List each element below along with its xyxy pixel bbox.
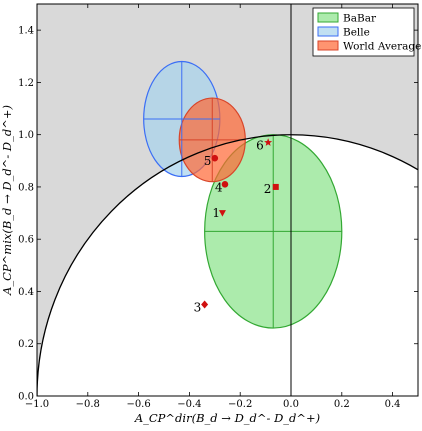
shaded-region-outside-circle — [37, 4, 418, 396]
point-label-4: 4 — [215, 180, 223, 194]
point-1: 1 — [212, 206, 226, 220]
legend-swatch — [317, 40, 339, 51]
point-label-5: 5 — [204, 154, 212, 168]
legend-label: BaBar — [343, 13, 377, 25]
point-4: 4 — [215, 180, 229, 194]
legend-swatch — [317, 26, 339, 37]
y-tick-label: 0.4 — [18, 287, 34, 298]
legend-item-babar: BaBar — [317, 12, 377, 25]
point-label-2: 2 — [264, 182, 272, 196]
legend-item-belle: Belle — [317, 26, 370, 39]
x-tick-label: 0.0 — [283, 399, 299, 410]
y-tick-label: 0.8 — [18, 182, 34, 193]
marker-square — [272, 183, 279, 190]
legend-swatch — [317, 12, 339, 23]
legend-label: Belle — [343, 27, 370, 39]
y-tick-label: 1.4 — [18, 26, 34, 37]
x-tick-label: 0.2 — [334, 399, 350, 410]
x-tick-label: −0.8 — [76, 399, 100, 410]
point-6: 6 — [256, 138, 273, 153]
y-tick-label: 0.0 — [18, 392, 34, 403]
point-2: 2 — [264, 182, 279, 196]
plot-frame — [36, 3, 419, 397]
point-label-3: 3 — [194, 301, 202, 315]
marker-triangle — [218, 210, 226, 217]
y-axis-label: A_CP^mix(B_d → D_d^- D_d^+) — [0, 105, 14, 296]
y-tick-label: 1.2 — [18, 78, 34, 89]
y-tick-label: 0.2 — [18, 339, 34, 350]
legend-label: World Average — [343, 41, 421, 53]
y-tick-label: 1.0 — [18, 130, 34, 141]
shaded-area — [37, 4, 418, 396]
marker-star — [264, 138, 273, 146]
point-5: 5 — [204, 154, 219, 168]
x-tick-label: 0.4 — [385, 399, 401, 410]
marker-diamond — [201, 300, 209, 309]
x-tick-label: −0.6 — [126, 399, 150, 410]
point-label-1: 1 — [212, 206, 220, 220]
x-tick-label: −1.0 — [25, 399, 49, 410]
point-label-6: 6 — [256, 139, 264, 153]
y-tick-label: 0.6 — [18, 235, 34, 246]
x-tick-label: −0.2 — [228, 399, 252, 410]
x-axis-label: A_CP^dir(B_d → D_d^- D_d^+) — [134, 411, 320, 425]
marker-circle — [211, 154, 219, 162]
point-3: 3 — [194, 300, 209, 315]
marker-circle — [221, 181, 229, 188]
x-tick-label: −0.4 — [177, 399, 201, 410]
legend-item-world-average: World Average — [317, 40, 421, 53]
